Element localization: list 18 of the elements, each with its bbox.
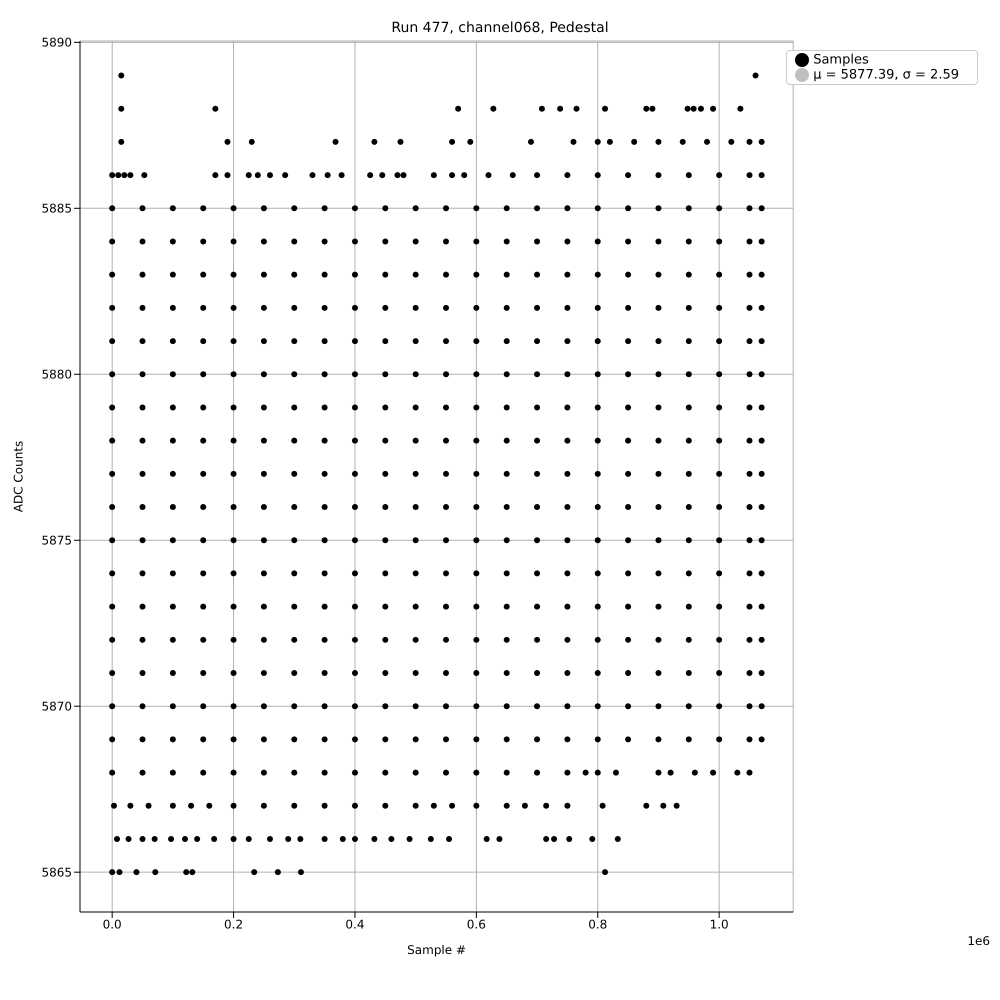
x-tick-label: 0.2: [224, 918, 244, 932]
x-tick-label: 0.6: [466, 918, 486, 932]
y-tick-label: 5865: [41, 865, 72, 880]
y-tick-label: 5875: [41, 533, 72, 548]
x-tick-label: 0.0: [102, 918, 122, 932]
x-axis-title: Sample #: [407, 943, 466, 957]
y-axis-title: ADC Counts: [11, 440, 26, 512]
x-tick-label: 1.0: [710, 918, 729, 932]
x-tick-label: 0.8: [588, 918, 608, 932]
legend-label: Samples: [813, 52, 869, 68]
x-tick-label: 0.4: [345, 918, 365, 932]
y-tick-label: 5890: [41, 36, 72, 50]
y-tick-label: 5870: [41, 699, 72, 714]
text: 1e6: [967, 934, 990, 948]
chart-title: Run 477, channel068, Pedestal: [390, 20, 610, 36]
y-tick-label: 5885: [41, 202, 72, 216]
legend-label: μ = 5877.39, σ = 2.59: [813, 67, 959, 82]
y-tick-label: 5880: [41, 368, 72, 382]
